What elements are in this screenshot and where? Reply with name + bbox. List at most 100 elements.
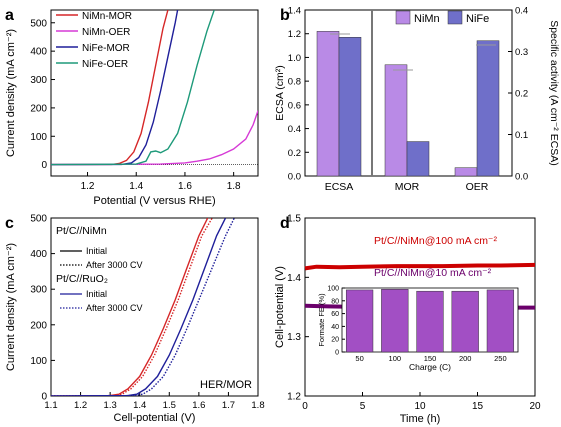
y-tick-label: 1.5 (287, 214, 301, 225)
y-tick-label: 0 (41, 392, 47, 403)
y-tick-label: 0 (41, 160, 47, 171)
x-tick-label: 20 (529, 401, 541, 412)
inset-y-tick-label: 0 (335, 350, 339, 357)
inset-x-tick-label: 100 (389, 354, 402, 363)
panel-a-frame (50, 9, 259, 177)
bar-nimn-mor (384, 64, 408, 177)
series-label-100: Pt/C//NiMn@100 mA cm⁻² (374, 235, 497, 247)
y-axis-label: Cell-potential (V) (274, 266, 286, 348)
series-line-0 (51, 218, 209, 396)
annotation-her-mor: HER/MOR (200, 379, 252, 391)
x-axis-label: Potential (V versus RHE) (93, 195, 215, 207)
y-tick-label: 0.8 (288, 77, 301, 88)
category-label: OER (466, 181, 489, 193)
y-tick-label: 0.2 (288, 148, 301, 159)
inset-y-tick-label: 80 (331, 298, 339, 305)
panel-label-a: a (5, 7, 14, 24)
x-tick-label: 1.7 (222, 400, 235, 411)
panel-label-b: b (280, 7, 290, 24)
y-tick-label: 200 (30, 320, 47, 331)
series-line-3 (51, 218, 235, 396)
inset-y-tick-label: 40 (331, 324, 339, 331)
category-label: MOR (395, 181, 420, 193)
x-tick-label: 1.5 (163, 400, 176, 411)
y-right-tick-label: 0.4 (515, 6, 528, 17)
x-tick-label: 1.8 (227, 181, 241, 192)
inset-y-axis-label: Formate FE (%) (317, 293, 326, 347)
x-tick-label: 1.1 (44, 400, 57, 411)
y-axis-label: Current density (mA cm⁻²) (5, 29, 17, 157)
legend-label: NiFe (466, 13, 489, 25)
y-tick-label: 1.4 (288, 6, 301, 17)
x-axis-label: Time (h) (400, 413, 441, 425)
inset-x-tick-label: 50 (355, 354, 363, 363)
y-tick-label: 0.4 (288, 124, 301, 135)
x-tick-label: 0 (302, 401, 308, 412)
bar-nife-oer (476, 40, 500, 177)
series-label-10: Pt/C//NiMn@10 mA cm⁻² (374, 267, 492, 279)
series-line-0 (304, 262, 536, 271)
panel-label-c: c (5, 215, 14, 232)
y-right-tick-label: 0.2 (515, 89, 528, 100)
y-tick-label: 1.2 (287, 392, 301, 403)
panel-c-frame (50, 217, 259, 397)
legend-label: NiMn (414, 13, 440, 25)
bar-nife-ecsa (338, 37, 362, 177)
x-tick-label: 1.2 (74, 400, 87, 411)
bar-nife-mor (406, 141, 430, 177)
inset-bar (345, 289, 374, 353)
y-axis-label: Current density (mA cm⁻²) (5, 243, 17, 371)
y-tick-label: 500 (30, 214, 47, 225)
y-tick-label: 100 (30, 356, 47, 367)
x-tick-label: 1.6 (178, 181, 192, 192)
y-right-tick-label: 0.3 (515, 47, 528, 58)
x-tick-label: 1.4 (133, 400, 146, 411)
x-tick-label: 10 (414, 401, 426, 412)
series-line-3 (51, 10, 215, 166)
y-tick-label: 1.2 (288, 29, 301, 40)
x-tick-label: 1.6 (192, 400, 205, 411)
legend-swatch (395, 10, 411, 25)
y-tick-label: 100 (30, 132, 47, 143)
bar-nimn-ecsa (316, 31, 340, 177)
y-axis-right-label: Specific activity (A cm⁻² ECSA) (548, 20, 560, 166)
y-right-tick-label: 0.1 (515, 130, 528, 141)
inset-y-tick-label: 100 (327, 286, 339, 293)
legend-label: NiFe-OER (82, 59, 128, 70)
y-tick-label: 500 (30, 18, 47, 29)
legend-group-label: Pt/C//RuO₂ (56, 273, 108, 285)
x-axis-label: Cell-potential (V) (114, 412, 196, 424)
y-tick-label: 1.3 (287, 332, 301, 343)
legend-swatch (447, 10, 463, 25)
inset-y-tick-label: 20 (331, 337, 339, 344)
y-right-tick-label: 0.0 (515, 172, 528, 183)
legend-label: NiMn-OER (82, 27, 130, 38)
y-tick-label: 200 (30, 103, 47, 114)
series-line-1 (51, 218, 213, 396)
inset-x-tick-label: 150 (424, 354, 437, 363)
panel-label-d: d (280, 215, 290, 232)
legend-label: Initial (86, 246, 107, 256)
bar-nimn-oer (454, 167, 478, 177)
legend-label: After 3000 CV (86, 303, 143, 313)
y-tick-label: 0.6 (288, 100, 301, 111)
y-tick-label: 300 (30, 75, 47, 86)
x-tick-label: 5 (360, 401, 366, 412)
y-tick-label: 400 (30, 47, 47, 58)
inset-bar (451, 290, 479, 353)
series-line-2 (51, 218, 227, 396)
legend-group-label: Pt/C//NiMn (56, 225, 107, 237)
legend-label: After 3000 CV (86, 260, 143, 270)
x-tick-label: 1.4 (129, 181, 143, 192)
inset-bar (381, 289, 409, 353)
y-axis-label: ECSA (cm²) (274, 65, 286, 120)
inset-bar (416, 290, 444, 353)
x-tick-label: 1.2 (81, 181, 95, 192)
legend-label: NiFe-MOR (82, 43, 130, 54)
inset-x-tick-label: 250 (494, 354, 507, 363)
inset-y-tick-label: 60 (331, 311, 339, 318)
y-tick-label: 1.4 (287, 273, 301, 284)
x-tick-label: 15 (472, 401, 484, 412)
y-tick-label: 0.0 (288, 172, 301, 183)
